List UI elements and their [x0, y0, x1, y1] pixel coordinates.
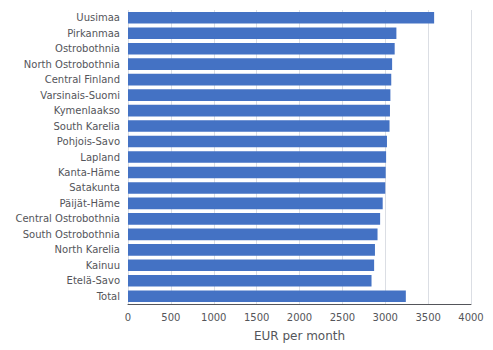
svg-text:Ostrobothnia: Ostrobothnia: [55, 43, 120, 54]
svg-text:Kainuu: Kainuu: [86, 260, 120, 271]
svg-text:2000: 2000: [287, 312, 312, 323]
svg-text:South Ostrobothnia: South Ostrobothnia: [23, 229, 120, 240]
svg-text:3500: 3500: [415, 312, 440, 323]
svg-text:Satakunta: Satakunta: [69, 182, 120, 193]
svg-text:Uusimaa: Uusimaa: [76, 12, 120, 23]
svg-text:Lapland: Lapland: [80, 152, 120, 163]
svg-text:Pohjois-Savo: Pohjois-Savo: [57, 136, 120, 147]
svg-text:1500: 1500: [244, 312, 269, 323]
svg-text:4000: 4000: [458, 312, 483, 323]
svg-text:Varsinais-Suomi: Varsinais-Suomi: [40, 90, 120, 101]
svg-text:0: 0: [125, 312, 131, 323]
svg-text:500: 500: [161, 312, 180, 323]
svg-text:Kanta-Häme: Kanta-Häme: [58, 167, 120, 178]
svg-text:Kymenlaakso: Kymenlaakso: [54, 105, 120, 116]
svg-text:Pirkanmaa: Pirkanmaa: [67, 28, 120, 39]
svg-text:EUR per month: EUR per month: [254, 329, 345, 343]
svg-text:Central Finland: Central Finland: [45, 74, 120, 85]
svg-text:1000: 1000: [201, 312, 226, 323]
svg-text:3000: 3000: [373, 312, 398, 323]
svg-text:Central Ostrobothnia: Central Ostrobothnia: [15, 213, 120, 224]
svg-text:Päijät-Häme: Päijät-Häme: [60, 198, 120, 209]
svg-text:North Ostrobothnia: North Ostrobothnia: [24, 59, 120, 70]
svg-text:2500: 2500: [330, 312, 355, 323]
svg-text:South Karelia: South Karelia: [54, 121, 120, 132]
svg-text:Etelä-Savo: Etelä-Savo: [67, 275, 120, 286]
svg-text:Total: Total: [96, 291, 120, 302]
svg-text:North Karelia: North Karelia: [55, 244, 120, 255]
